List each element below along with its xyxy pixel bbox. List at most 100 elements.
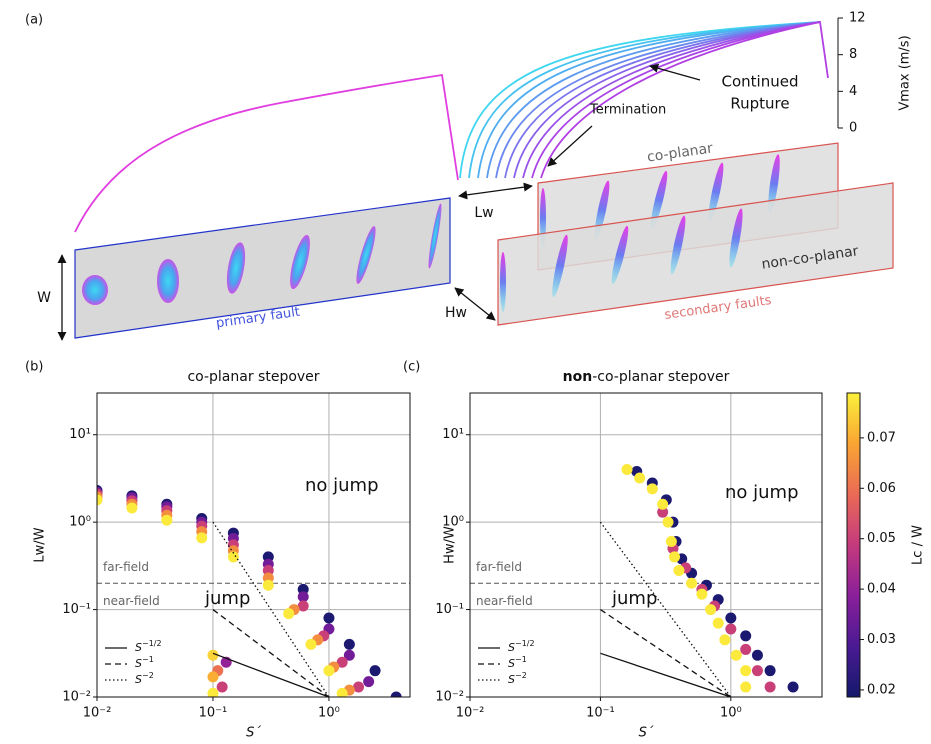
far-field-label: far-field xyxy=(476,560,522,574)
point xyxy=(662,516,674,528)
colorbar-label: Lc / W xyxy=(911,525,926,565)
point xyxy=(207,649,219,661)
point xyxy=(363,676,375,688)
chart-title: co-planar stepover xyxy=(187,369,319,385)
point xyxy=(719,634,731,646)
x-tick-label: 10⁻¹ xyxy=(199,706,228,721)
charts: (b) co-planar stepover 10⁻² 10⁻¹ 10⁰ 10⁻² 10⁻¹… xyxy=(25,360,926,741)
legend-label: S−2 xyxy=(508,671,527,686)
point xyxy=(725,612,737,624)
legend-base: S xyxy=(135,641,142,654)
panel-label: (b) xyxy=(25,360,43,375)
w-label: W xyxy=(37,290,51,306)
legend-base: S xyxy=(135,657,142,670)
y-tick-label: 10⁻² xyxy=(62,690,91,705)
y-tick-label: 10⁻¹ xyxy=(62,602,91,617)
chart-title: non-co-planar stepover xyxy=(563,369,730,385)
tick-label: 0 xyxy=(849,121,857,136)
legend-exponent: −1/2 xyxy=(142,639,162,648)
non-co-planar-ruptures xyxy=(500,208,743,312)
point xyxy=(725,623,737,635)
legend-exponent: −1 xyxy=(142,655,154,664)
title-text: -co-planar stepover xyxy=(592,369,729,385)
colorbar xyxy=(846,392,861,698)
point xyxy=(764,665,776,677)
point xyxy=(787,681,799,693)
plot-frame xyxy=(96,392,411,698)
near-field-label: near-field xyxy=(476,594,533,608)
colorbar-tick-label: 0.07 xyxy=(867,430,896,445)
hw-label: Hw xyxy=(445,305,467,321)
point xyxy=(665,536,677,548)
termination-label: Termination xyxy=(589,103,666,118)
point xyxy=(305,638,317,650)
legend-label: S−1/2 xyxy=(508,639,535,654)
chart: (b) co-planar stepover 10⁻² 10⁻¹ 10⁰ 10⁻² 10⁻¹… xyxy=(25,360,411,741)
x-axis-label: S´ xyxy=(639,726,654,741)
y-axis-label: Hw/W xyxy=(443,526,458,564)
y-tick-label: 10¹ xyxy=(69,427,91,442)
point xyxy=(730,649,742,661)
reference-line xyxy=(599,521,732,698)
vmax-label: Vmax (m/s) xyxy=(898,35,913,110)
arrows xyxy=(57,63,701,341)
legend-exponent: −2 xyxy=(515,671,527,680)
point xyxy=(343,638,355,650)
point xyxy=(161,514,173,526)
point xyxy=(751,649,763,661)
tick-label: 12 xyxy=(849,11,866,26)
point xyxy=(669,551,681,563)
legend-exponent: −2 xyxy=(142,671,154,680)
point xyxy=(369,665,381,677)
chart: (c) non-co-planar stepover 10⁻² 10⁻¹ 10⁰ 10⁻²… xyxy=(403,360,926,741)
legend-base: S xyxy=(508,673,515,686)
point xyxy=(740,643,752,655)
primary-fault xyxy=(74,197,451,339)
point xyxy=(751,665,763,677)
title-bold: non xyxy=(563,369,593,385)
point xyxy=(353,681,365,693)
tick-label: 4 xyxy=(849,84,857,99)
jump-label: jump xyxy=(611,588,657,609)
colorbar-tick-label: 0.02 xyxy=(867,682,896,697)
x-tick-label: 10⁰ xyxy=(720,706,742,721)
point xyxy=(336,687,348,697)
point xyxy=(227,551,239,563)
y-tick-label: 10⁰ xyxy=(69,515,91,530)
y-axis-label: Lw/W xyxy=(33,527,48,562)
point xyxy=(646,483,658,495)
point xyxy=(696,588,708,600)
point xyxy=(262,579,274,591)
point xyxy=(126,502,138,514)
primary-ruptures xyxy=(82,203,442,305)
colorbar-tick-label: 0.05 xyxy=(867,531,896,546)
vmax-ticks: 0 4 8 12 xyxy=(838,11,866,136)
reference-line xyxy=(600,652,732,698)
point xyxy=(323,665,335,677)
point xyxy=(657,506,669,518)
reference-line xyxy=(212,521,330,698)
point xyxy=(740,665,752,677)
point xyxy=(283,608,295,620)
point xyxy=(705,604,717,616)
point xyxy=(621,464,633,476)
legend-exponent: −1/2 xyxy=(515,639,535,648)
title-text: co-planar stepover xyxy=(187,369,319,385)
point xyxy=(390,691,402,697)
colorbar-tick-label: 0.03 xyxy=(867,632,896,647)
non-co-planar-fault xyxy=(497,182,894,326)
far-field-label: far-field xyxy=(103,560,149,574)
lw-label: Lw xyxy=(474,205,493,221)
y-tick-label: 10⁻² xyxy=(435,690,464,705)
panel-a: (a) Termination Continued R xyxy=(25,11,913,341)
panel-label: (a) xyxy=(25,13,43,28)
point xyxy=(323,612,335,624)
point xyxy=(712,617,724,629)
panel-label: (c) xyxy=(403,360,420,375)
y-tick-label: 10⁻¹ xyxy=(435,602,464,617)
point xyxy=(97,494,103,506)
colorbar-tick-label: 0.06 xyxy=(867,481,896,496)
y-tick-label: 10⁰ xyxy=(442,515,464,530)
